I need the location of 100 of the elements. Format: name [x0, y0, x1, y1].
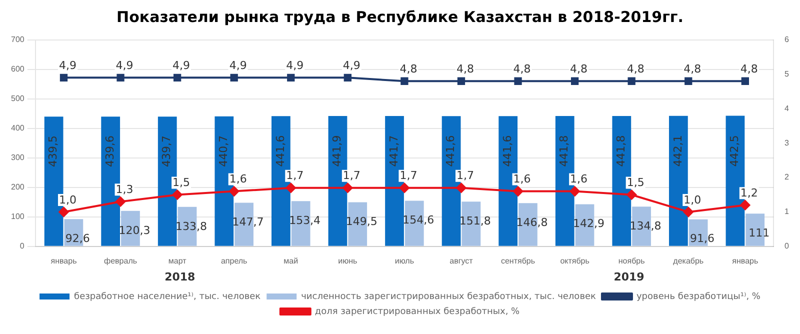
data-label: 439,7: [160, 136, 174, 168]
point: [287, 74, 295, 82]
y-tick-label: 200: [10, 182, 25, 192]
y-tick-label: 0: [20, 242, 25, 251]
x-tick-label: май: [284, 256, 298, 266]
point: [514, 77, 522, 85]
data-label: 1,7: [456, 169, 474, 182]
data-label: 133,8: [175, 220, 207, 233]
data-label: 147,7: [232, 216, 264, 229]
data-label: 1,0: [58, 193, 76, 206]
legend-label: численность зарегистрированных безработных, тыс. человек: [301, 292, 597, 302]
data-label: 1,7: [400, 169, 418, 182]
point: [683, 206, 694, 217]
point: [58, 206, 69, 217]
data-label: 441,6: [500, 135, 514, 167]
data-label: 92,6: [65, 232, 90, 245]
x-tick-label: ноябрь: [618, 256, 645, 266]
data-label: 441,9: [330, 135, 344, 167]
y2-tick-label: 0: [784, 242, 790, 251]
point: [286, 182, 296, 193]
data-label: 441,6: [274, 135, 287, 167]
point: [740, 200, 750, 210]
data-label: 149,5: [346, 215, 378, 228]
data-label: 1,6: [513, 172, 531, 186]
point: [173, 74, 182, 82]
point: [116, 74, 124, 82]
data-label: 4,9: [286, 59, 304, 72]
point: [229, 186, 240, 196]
data-label: 4,9: [229, 59, 247, 72]
x-tick-label: февраль: [104, 256, 138, 266]
point: [741, 77, 749, 85]
data-label: 4,8: [400, 62, 418, 76]
text: 2019: [614, 270, 644, 284]
data-label: 1,6: [229, 172, 247, 186]
text: 2018: [164, 270, 196, 284]
point: [230, 74, 238, 82]
point: [116, 196, 126, 207]
y2-tick-label: 3: [784, 138, 790, 148]
data-label: 4,8: [740, 62, 758, 76]
x-tick-label: апрель: [220, 256, 248, 266]
point: [684, 77, 692, 85]
point: [399, 182, 410, 193]
x-tick-label: март: [168, 256, 187, 266]
x-tick-label: декабрь: [673, 256, 704, 266]
y2-tick-label: 4: [784, 104, 790, 113]
data-label: 1,7: [286, 169, 304, 182]
data-label: 4,9: [172, 59, 190, 72]
data-label: 441,6: [444, 135, 458, 167]
x-tick-label: январь: [50, 256, 77, 266]
y-tick-label: 100: [10, 212, 25, 222]
data-label: 4,8: [513, 62, 531, 76]
y2-tick-label: 6: [784, 35, 790, 44]
x-tick-label: январь: [732, 256, 758, 266]
point: [342, 182, 353, 193]
y-tick-label: 300: [10, 153, 25, 162]
data-label: 439,5: [46, 136, 60, 168]
data-label: 1,7: [342, 169, 360, 182]
data-label: 4,9: [116, 59, 134, 72]
data-label: 441,7: [387, 135, 400, 167]
data-label: 91,6: [690, 232, 715, 246]
y-tick-label: 500: [10, 94, 25, 104]
y2-tick-label: 2: [784, 172, 790, 182]
data-label: 4,9: [342, 59, 360, 72]
data-label: 4,8: [456, 62, 474, 76]
data-label: 146,8: [516, 216, 548, 229]
data-label: 4,8: [626, 62, 644, 76]
data-label: 153,4: [289, 214, 321, 227]
point: [626, 190, 637, 200]
y-tick-label: 400: [10, 124, 25, 133]
data-label: 4,8: [684, 62, 702, 76]
y2-tick-label: 5: [784, 69, 790, 78]
data-label: 440,7: [217, 135, 230, 167]
data-label: 441,8: [614, 135, 628, 167]
point: [400, 77, 408, 85]
y2-tick-label: 1: [784, 207, 790, 216]
data-label: 439,6: [103, 136, 116, 168]
data-label: 151,8: [459, 214, 491, 228]
data-label: 134,8: [630, 219, 662, 232]
data-label: 1,0: [684, 193, 702, 206]
point: [456, 182, 466, 193]
point: [344, 74, 352, 82]
y-tick-label: 700: [10, 35, 25, 44]
x-tick-label: июнь: [338, 256, 358, 266]
x-tick-label: август: [450, 256, 474, 266]
point: [628, 77, 636, 85]
data-label: 4,8: [570, 62, 588, 76]
legend-label: уровень безработицы¹⁾, %: [636, 292, 761, 302]
data-label: 1,2: [740, 186, 758, 200]
data-label: 442,5: [728, 135, 742, 167]
x-tick-label: июль: [394, 256, 414, 266]
x-tick-label: сентябрь: [500, 256, 536, 266]
data-label: 142,9: [572, 217, 604, 230]
legend-label: доля зарегистрированных безработных, %: [314, 306, 520, 317]
data-label: 1,6: [570, 172, 588, 186]
point: [457, 77, 466, 85]
x-tick-label: октябрь: [560, 256, 590, 266]
chart-title: Показатели рынка труда в Республике Казахстан в 2018-2019гг.: [116, 8, 684, 28]
data-label: 1,5: [626, 176, 644, 190]
y-tick-label: 600: [10, 64, 25, 74]
point: [570, 77, 579, 85]
